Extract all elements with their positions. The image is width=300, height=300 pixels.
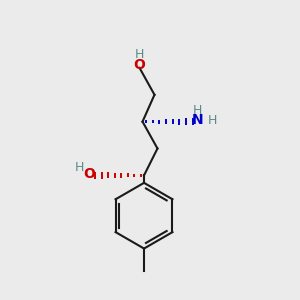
Text: O: O [83,167,95,181]
Text: H: H [208,114,218,127]
Text: H: H [74,161,84,174]
Text: N: N [192,113,204,127]
Text: H: H [135,48,144,61]
Text: H: H [193,104,203,117]
Text: O: O [134,58,146,72]
